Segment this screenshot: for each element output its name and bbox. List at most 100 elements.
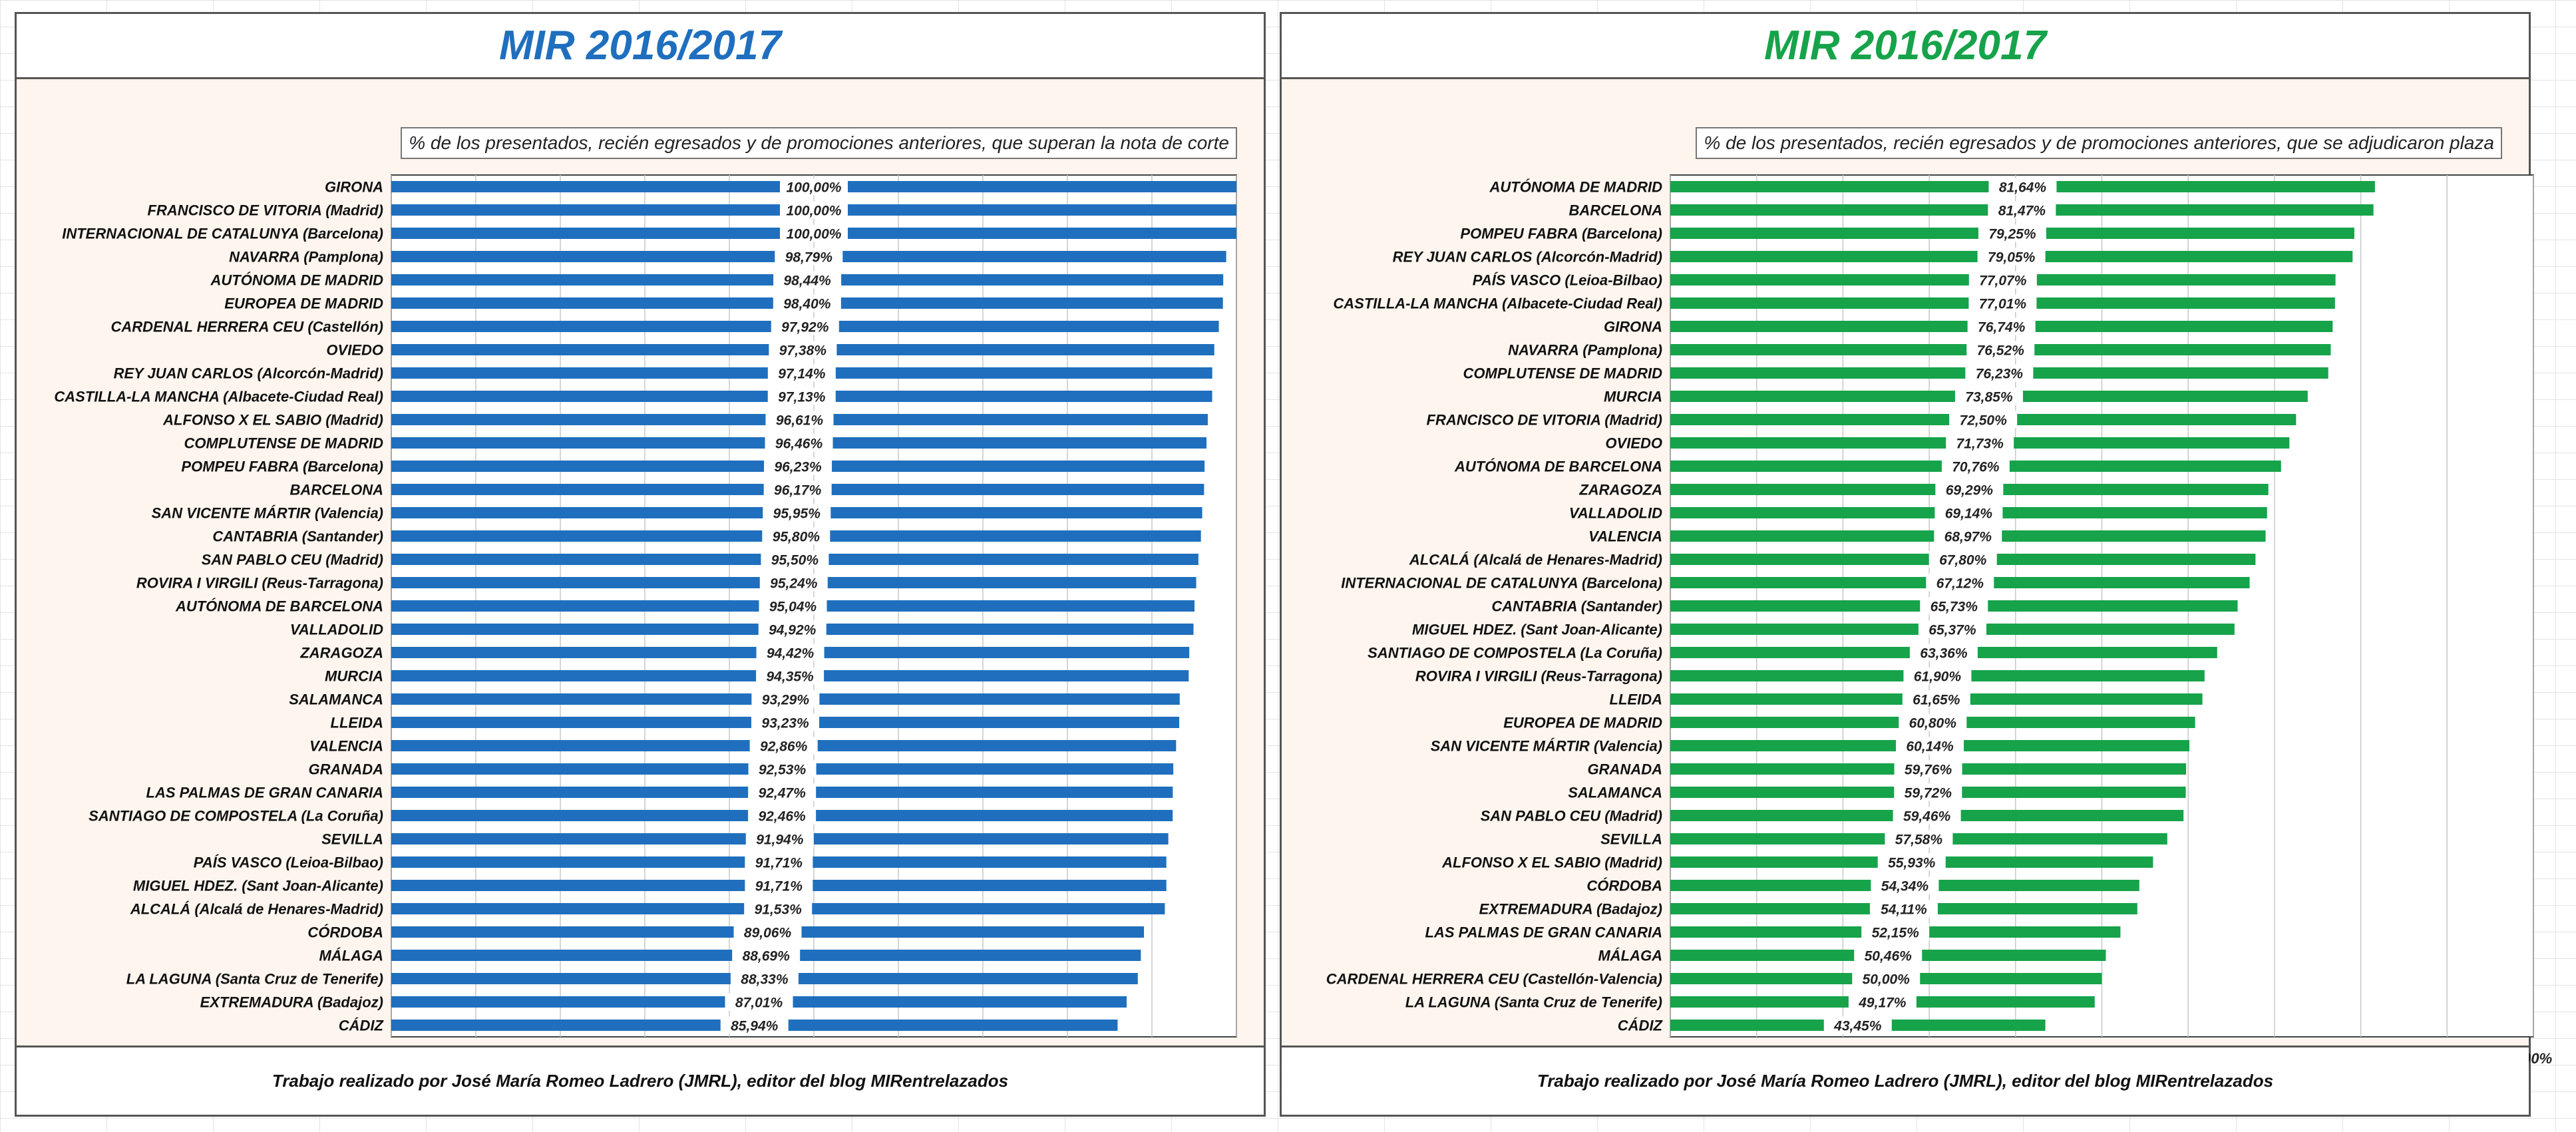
- data-label-box: [730, 970, 799, 988]
- category-label: POMPEU FABRA (Barcelona): [181, 459, 383, 475]
- category-label: LA LAGUNA (Santa Cruz de Tenerife): [126, 971, 383, 988]
- category-label: EXTREMADURA (Badajoz): [1479, 901, 1662, 918]
- category-label: SANTIAGO DE COMPOSTELA (La Coruña): [1368, 645, 1662, 661]
- category-label: SEVILLA: [321, 831, 383, 848]
- category-label: CANTABRIA (Santander): [1491, 598, 1662, 615]
- data-label-box: [1988, 201, 2056, 219]
- category-label: SAN PABLO CEU (Madrid): [1481, 808, 1662, 825]
- category-label: VALENCIA: [309, 738, 383, 755]
- data-label-box: [1920, 597, 1988, 615]
- data-label: 97,14%: [778, 367, 826, 382]
- data-label-box: [1909, 644, 1978, 661]
- category-label: VALLADOLID: [1569, 505, 1662, 522]
- data-label-box: [759, 597, 827, 615]
- data-label-box: [1877, 853, 1946, 871]
- data-label-box: [1854, 946, 1923, 964]
- category-label: MURCIA: [325, 668, 383, 685]
- data-label: 67,12%: [1936, 576, 1984, 592]
- category-label: CARDENAL HERRERA CEU (Castellón-Valencia…: [1326, 971, 1662, 988]
- data-label: 95,24%: [770, 576, 818, 592]
- data-label: 85,94%: [731, 1019, 779, 1034]
- data-label: 60,80%: [1909, 716, 1957, 731]
- category-label: SAN VICENTE MÁRTIR (Valencia): [152, 505, 383, 522]
- data-label-box: [751, 690, 820, 708]
- category-label: ALCALÁ (Alcalá de Henares-Madrid): [1409, 552, 1662, 568]
- data-label: 95,80%: [773, 530, 821, 545]
- data-label-box: [765, 434, 833, 452]
- data-label-box: [1903, 667, 1972, 685]
- data-label: 59,72%: [1905, 786, 1952, 801]
- data-label: 93,23%: [761, 716, 809, 731]
- data-label-box: [744, 900, 813, 918]
- data-label: 76,23%: [1976, 367, 2024, 382]
- category-label: SAN PABLO CEU (Madrid): [202, 552, 383, 568]
- data-label: 97,92%: [781, 320, 829, 335]
- data-label-box: [1965, 364, 2034, 382]
- panel-title: MIR 2016/2017: [1282, 14, 2529, 79]
- category-label: AUTÓNOMA DE BARCELONA: [1454, 459, 1662, 475]
- data-label-box: [1988, 178, 2057, 196]
- data-label: 57,58%: [1895, 833, 1943, 848]
- data-label: 81,64%: [1999, 180, 2047, 196]
- category-label: COMPLUTENSE DE MADRID: [184, 435, 384, 452]
- data-label: 68,97%: [1944, 530, 1992, 545]
- category-label: SEVILLA: [1600, 831, 1662, 848]
- data-label: 50,00%: [1863, 972, 1911, 988]
- data-label: 92,86%: [760, 739, 808, 755]
- data-label-box: [1894, 760, 1962, 778]
- data-label-box: [756, 644, 825, 661]
- data-label: 94,35%: [767, 669, 815, 685]
- data-label-box: [1967, 317, 2036, 335]
- data-label-box: [1968, 294, 2037, 312]
- category-label: VALENCIA: [1588, 528, 1662, 545]
- category-label: REY JUAN CARLOS (Alcorcón-Madrid): [114, 365, 383, 382]
- data-label: 93,29%: [762, 693, 810, 708]
- data-label-box: [748, 807, 817, 825]
- category-label: ROVIRA I VIRGILI (Reus-Tarragona): [1415, 668, 1662, 685]
- data-label: 97,13%: [778, 390, 826, 405]
- category-label: ALCALÁ (Alcalá de Henares-Madrid): [130, 901, 383, 918]
- category-label: NAVARRA (Pamplona): [229, 249, 383, 266]
- category-label: CÁDIZ: [339, 1018, 385, 1034]
- data-label-box: [780, 178, 848, 196]
- category-label: SANTIAGO DE COMPOSTELA (La Coruña): [89, 808, 383, 825]
- data-label: 50,46%: [1865, 949, 1913, 964]
- data-label: 87,01%: [735, 996, 783, 1011]
- data-label: 70,76%: [1952, 460, 2000, 475]
- data-label: 76,52%: [1977, 343, 2025, 359]
- category-label: CANTABRIA (Santander): [212, 528, 383, 545]
- category-label: MÁLAGA: [1598, 948, 1662, 964]
- data-label: 69,29%: [1946, 483, 1994, 498]
- category-label: BARCELONA: [1568, 202, 1662, 219]
- data-label: 92,53%: [759, 763, 807, 778]
- data-label-box: [749, 737, 818, 755]
- data-label-box: [733, 923, 802, 941]
- data-label-box: [1934, 504, 2003, 522]
- category-label: LLEIDA: [331, 715, 383, 731]
- data-label-box: [758, 620, 827, 638]
- category-label: OVIEDO: [1605, 435, 1662, 452]
- data-label: 77,07%: [1979, 274, 2027, 289]
- category-label: GRANADA: [309, 761, 383, 778]
- data-label-box: [1926, 574, 1994, 592]
- category-label: NAVARRA (Pamplona): [1508, 342, 1662, 359]
- data-label: 92,47%: [759, 786, 807, 801]
- data-label: 54,11%: [1881, 902, 1927, 918]
- data-label: 55,93%: [1888, 856, 1936, 871]
- data-label: 94,42%: [767, 646, 815, 661]
- data-label: 61,65%: [1913, 693, 1960, 708]
- data-label: 100,00%: [787, 204, 842, 219]
- data-label-box: [763, 504, 831, 522]
- data-label-box: [1848, 993, 1917, 1011]
- category-label: SALAMANCA: [289, 691, 383, 708]
- category-label: PAÍS VASCO (Leioa-Bilbao): [1473, 272, 1662, 289]
- data-label-box: [1954, 387, 2023, 405]
- category-label: EUROPEA DE MADRID: [224, 295, 383, 312]
- data-label: 77,01%: [1979, 297, 2027, 312]
- category-label: GRANADA: [1588, 761, 1662, 778]
- data-label: 76,74%: [1978, 320, 2026, 335]
- category-label: AUTÓNOMA DE MADRID: [210, 272, 384, 289]
- data-label-box: [1894, 783, 1962, 801]
- category-label: MURCIA: [1604, 389, 1662, 405]
- chart-area: % de los presentados, recién egresados y…: [17, 79, 1264, 1067]
